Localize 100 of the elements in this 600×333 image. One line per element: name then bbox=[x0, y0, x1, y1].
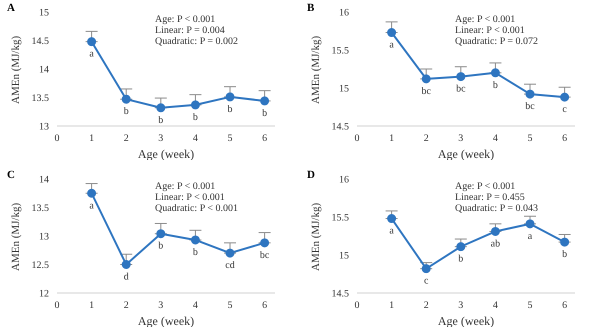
y-tick-label: 15 bbox=[339, 84, 349, 95]
annotation: d bbox=[124, 272, 129, 282]
annotation: a bbox=[389, 40, 394, 51]
x-tick-label: 5 bbox=[228, 133, 233, 144]
annotation: b bbox=[262, 108, 268, 119]
y-axis-title: AMEn (MJ/kg) bbox=[310, 202, 322, 271]
point bbox=[387, 214, 396, 224]
point bbox=[260, 96, 270, 106]
annotation: b bbox=[192, 246, 198, 258]
point bbox=[122, 260, 131, 269]
x-tick-label: 2 bbox=[424, 133, 429, 144]
x-tick-label: 6 bbox=[262, 133, 268, 144]
y-tick-label: 15.5 bbox=[332, 212, 349, 224]
point bbox=[226, 248, 235, 258]
x-tick-label: 1 bbox=[389, 300, 394, 312]
annotation: b bbox=[228, 104, 233, 115]
point bbox=[122, 94, 131, 104]
x-tick-label: 4 bbox=[192, 133, 198, 144]
annotation: b bbox=[158, 240, 164, 252]
annotation: Linear: P < 0.001 bbox=[455, 25, 526, 36]
point bbox=[490, 68, 500, 78]
annotation: b bbox=[192, 112, 198, 123]
x-tick-label: 0 bbox=[354, 133, 360, 144]
point bbox=[526, 90, 535, 99]
y-tick-label: 12.5 bbox=[32, 260, 49, 272]
annotation: Age: P < 0.001 bbox=[155, 181, 216, 192]
x-tick-label: 1 bbox=[89, 133, 94, 144]
annotation: a bbox=[89, 200, 94, 212]
x-tick-label: 0 bbox=[54, 300, 60, 312]
annotation: b bbox=[492, 80, 498, 91]
y-tick-label: 13.5 bbox=[32, 203, 49, 214]
annotation: b bbox=[124, 106, 129, 118]
annotation: c bbox=[424, 276, 429, 287]
point bbox=[422, 264, 431, 274]
y-tick-label: 15 bbox=[39, 8, 49, 19]
x-tick-label: 2 bbox=[124, 300, 129, 312]
point bbox=[560, 238, 570, 247]
y-tick-label: 14 bbox=[39, 64, 49, 76]
point bbox=[387, 28, 396, 38]
point bbox=[260, 238, 270, 248]
point bbox=[190, 235, 200, 244]
y-tick-label: 14.5 bbox=[32, 36, 49, 48]
annotation: Quadratic: P = 0.043 bbox=[455, 203, 538, 214]
point bbox=[560, 92, 570, 102]
point bbox=[456, 72, 466, 82]
annotation: Linear: P < 0.001 bbox=[155, 192, 226, 203]
x-tick-label: 6 bbox=[562, 300, 568, 312]
y-tick-label: 13 bbox=[39, 122, 49, 133]
point bbox=[422, 74, 431, 84]
point bbox=[87, 188, 96, 198]
annotation: Age: P < 0.001 bbox=[155, 14, 216, 25]
annotation: Age: P < 0.001 bbox=[455, 14, 516, 25]
y-tick-label: 15 bbox=[339, 250, 349, 262]
y-tick-label: 13.5 bbox=[32, 93, 49, 104]
x-tick-label: 3 bbox=[158, 300, 164, 312]
x-tick-label: 3 bbox=[458, 300, 464, 312]
point bbox=[156, 229, 166, 238]
annotation: bc bbox=[421, 86, 432, 97]
point bbox=[490, 226, 500, 236]
annotation: b bbox=[458, 254, 464, 265]
annotation: a bbox=[89, 48, 94, 60]
x-tick-label: 4 bbox=[192, 300, 198, 312]
annotation: Linear: P = 0.004 bbox=[155, 25, 226, 36]
x-tick-label: 6 bbox=[562, 133, 568, 144]
annotation: cd bbox=[225, 260, 235, 272]
point bbox=[526, 219, 535, 228]
annotation: bc bbox=[456, 84, 466, 95]
point bbox=[456, 242, 466, 252]
annotation: ab bbox=[490, 238, 500, 250]
annotation: c bbox=[562, 104, 568, 116]
x-tick-label: 0 bbox=[54, 133, 60, 144]
x-tick-label: 6 bbox=[262, 300, 268, 312]
x-tick-label: 2 bbox=[424, 300, 429, 312]
x-tick-label: 0 bbox=[354, 300, 360, 312]
y-tick-label: 14 bbox=[39, 174, 49, 186]
x-tick-label: 5 bbox=[528, 133, 533, 144]
y-axis-title: AMEn (MJ/kg) bbox=[10, 36, 22, 104]
y-tick-label: 15.5 bbox=[332, 46, 349, 57]
x-tick-label: 4 bbox=[492, 133, 498, 144]
x-tick-label: 3 bbox=[458, 133, 464, 144]
x-tick-label: 5 bbox=[528, 300, 533, 312]
x-tick-label: 4 bbox=[492, 300, 498, 312]
annotation: a bbox=[528, 230, 533, 242]
point bbox=[190, 100, 200, 110]
point bbox=[87, 37, 96, 46]
y-tick-label: 16 bbox=[339, 174, 349, 186]
y-tick-label: 16 bbox=[339, 8, 349, 19]
annotation: Age: P < 0.001 bbox=[455, 181, 516, 192]
chart-title: A bbox=[7, 2, 15, 14]
annotation: bc bbox=[525, 101, 536, 112]
chart-title: C bbox=[7, 169, 15, 181]
annotation: b bbox=[158, 114, 164, 126]
y-tick-label: 12 bbox=[39, 288, 49, 300]
point bbox=[156, 103, 166, 112]
y-tick-label: 13 bbox=[39, 232, 49, 243]
annotation: Quadratic: P = 0.002 bbox=[155, 36, 238, 47]
x-tick-label: 3 bbox=[158, 133, 164, 144]
x-tick-label: 5 bbox=[228, 300, 233, 312]
y-axis-title: AMEn (MJ/kg) bbox=[310, 36, 322, 104]
y-tick-label: 14.5 bbox=[332, 288, 349, 300]
